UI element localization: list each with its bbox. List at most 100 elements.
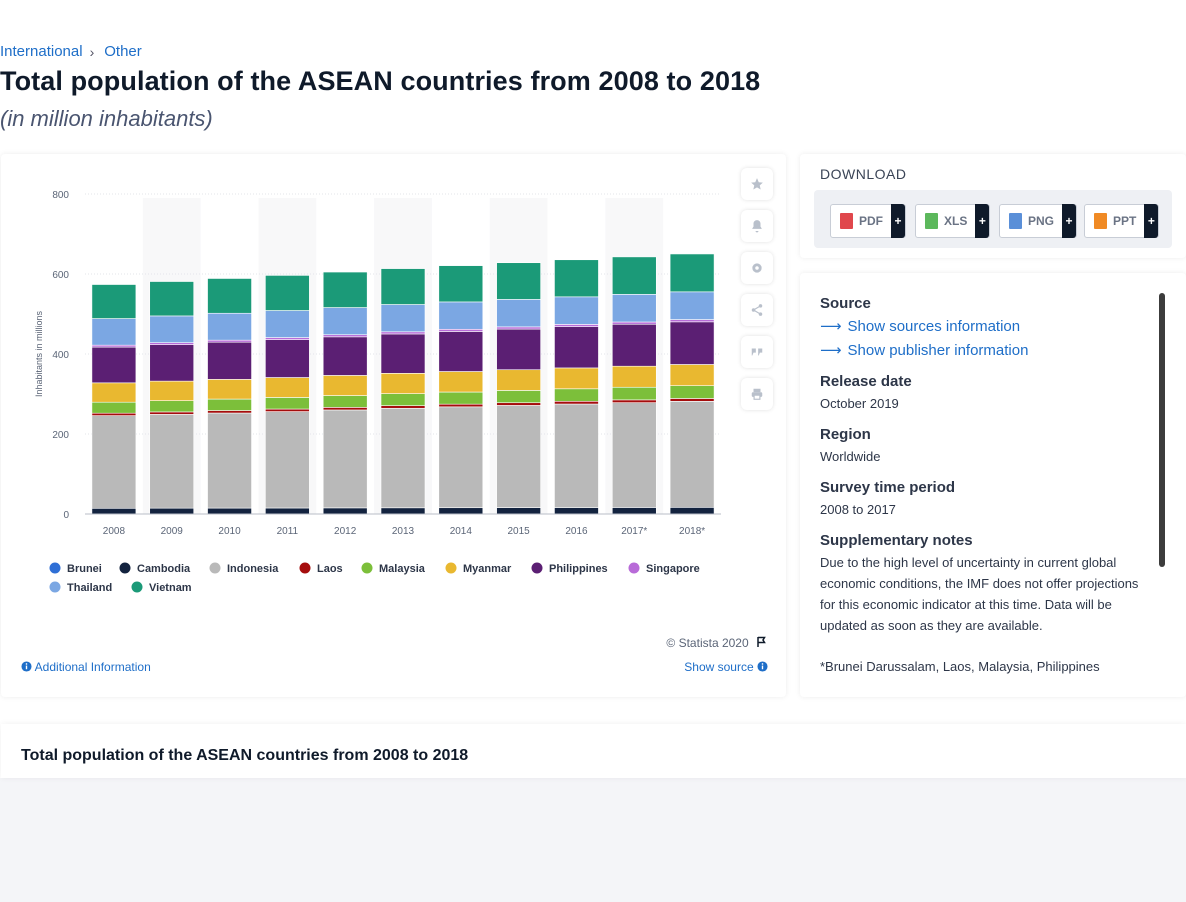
bar-segment-laos [669,398,715,402]
legend-label: Philippines [549,563,608,575]
legend-label: Thailand [67,582,112,594]
bar-segment-vietnam [91,284,137,319]
breadcrumb: International › Other [0,43,142,60]
bar-segment-indonesia [669,401,715,508]
notification-button[interactable] [741,210,773,242]
bar-segment-cambodia [496,507,541,515]
pdf-file-icon [840,213,853,229]
bar-segment-myanmar [496,369,541,391]
bar-segment-singapore [611,321,657,325]
bar-segment-cambodia [149,507,195,515]
quote-icon [751,348,763,356]
legend-label: Myanmar [463,563,512,575]
bar-segment-indonesia [322,409,368,509]
info-scrollbar[interactable] [1159,293,1165,567]
bar-segment-myanmar [265,377,310,398]
bar-segment-indonesia [496,405,541,508]
release-date-heading: Release date [820,373,912,390]
x-tick-label: 2017* [621,526,647,537]
x-tick-label: 2011 [277,526,299,537]
bar-segment-myanmar [438,371,484,393]
x-tick-label: 2009 [161,526,184,537]
bar-segment-thailand [149,315,195,343]
release-date-value: October 2019 [820,396,899,411]
show-source-link[interactable]: Show source [684,660,768,674]
y-tick-label: 400 [52,350,69,361]
flag-icon[interactable] [756,636,768,648]
copyright-notice: © Statista 2020 [666,636,768,650]
bar-segment-indonesia [207,412,252,509]
bar-segment-myanmar [207,379,252,400]
settings-button[interactable] [741,252,773,284]
bar-segment-cambodia [554,507,599,515]
bar-segment-malaysia [380,393,426,406]
bar-segment-indonesia [265,411,310,509]
bar-segment-indonesia [611,402,657,508]
print-button[interactable] [741,378,773,410]
legend-marker [209,562,221,574]
bar-segment-cambodia [91,507,137,515]
png-file-icon [1009,213,1022,229]
bar-segment-vietnam [322,271,368,308]
bar-segment-thailand [611,294,657,323]
bar-segment-malaysia [207,398,252,411]
chart-toolbar [741,168,773,420]
share-button[interactable] [741,294,773,326]
bar-segment-malaysia [91,401,137,414]
share-icon [751,304,763,316]
legend-label: Vietnam [149,582,192,594]
bar-segment-cambodia [322,507,368,515]
bar-segment-thailand [669,291,715,320]
bar-segment-laos [496,402,541,406]
legend-label: Laos [317,563,343,575]
bar-segment-laos [149,411,195,415]
bar-segment-thailand [438,301,484,330]
favorite-star-button[interactable] [741,168,773,200]
bar-segment-malaysia [611,386,657,401]
download-png-button[interactable]: PNG + [999,204,1078,238]
info-icon [757,661,768,672]
bar-segment-singapore [496,326,541,330]
bar-segment-laos [207,410,252,414]
cite-button[interactable] [741,336,773,368]
bar-segment-singapore [380,331,426,335]
bar-segment-philippines [149,344,195,382]
y-axis-label: Inhabitants in millions [34,310,44,397]
bar-segment-malaysia [438,391,484,405]
download-card: DOWNLOAD PDF + XLS + PNG + PPT + [800,154,1186,258]
bar-segment-vietnam [380,268,426,305]
download-pdf-button[interactable]: PDF + [830,204,906,238]
breadcrumb-international[interactable]: International [0,43,83,60]
bar-segment-indonesia [380,407,426,509]
bar-segment-myanmar [669,364,715,386]
download-xls-button[interactable]: XLS + [915,204,991,238]
x-tick-label: 2016 [565,526,588,537]
source-heading: Source [820,295,871,312]
bar-segment-vietnam [669,253,715,293]
ppt-file-icon [1094,213,1107,229]
legend-marker [445,562,457,574]
bar-segment-philippines [265,339,310,378]
show-publisher-link[interactable]: ⟶ Show publisher information [820,339,1150,363]
chart-card: 0 200 400 600 800 Inhabitants in millions 2008… [1,154,786,697]
bar-segment-philippines [669,321,715,365]
page-title: Total population of the ASEAN countries … [0,66,761,96]
notes-value: Due to the high level of uncertainty in … [820,555,1139,633]
breadcrumb-separator: › [89,43,95,60]
legend-marker [361,562,373,574]
bar-segment-myanmar [611,365,657,388]
bar-segment-philippines [207,341,252,380]
bar-segment-singapore [554,324,599,327]
legend-marker [299,562,311,574]
bar-segment-malaysia [554,388,599,402]
additional-information-link[interactable]: Additional Information [21,660,151,674]
breadcrumb-other[interactable]: Other [104,43,142,60]
bar-segment-thailand [207,312,252,341]
bar-segment-laos [380,405,426,409]
bar-segment-indonesia [91,415,137,509]
bar-segment-laos [438,403,484,408]
download-ppt-button[interactable]: PPT + [1084,204,1160,238]
survey-period-heading: Survey time period [820,479,956,496]
bottom-section: Total population of the ASEAN countries … [1,724,1186,778]
show-sources-link[interactable]: ⟶ Show sources information [820,315,1150,339]
